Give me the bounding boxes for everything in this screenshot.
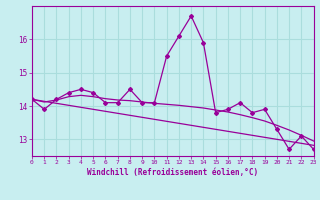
X-axis label: Windchill (Refroidissement éolien,°C): Windchill (Refroidissement éolien,°C)	[87, 168, 258, 177]
